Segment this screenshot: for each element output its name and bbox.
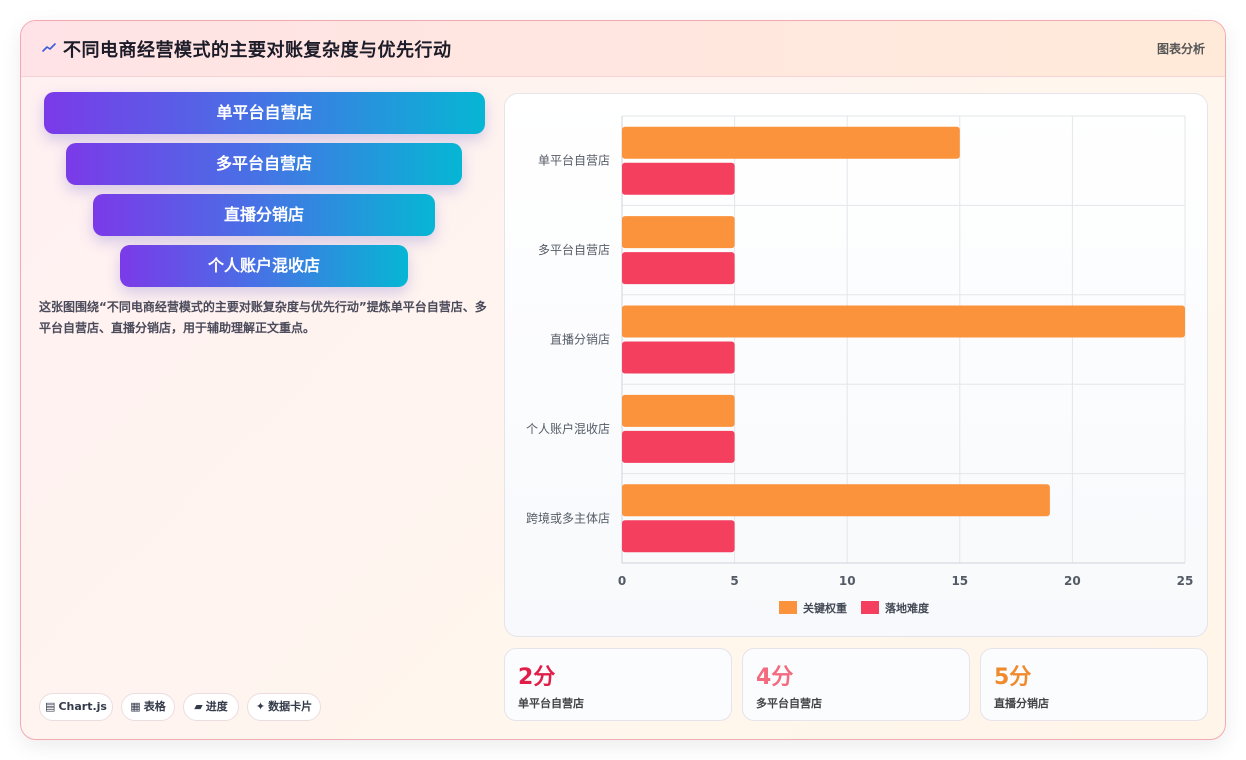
x-tick-label: 15 <box>951 574 968 588</box>
tag-progress[interactable]: ▰ 进度 <box>183 693 239 721</box>
bar <box>622 394 735 427</box>
report-card: 不同电商经营模式的主要对账复杂度与优先行动 图表分析 单平台自营店 多平台自营店… <box>20 20 1226 740</box>
stat-value: 5分 <box>994 665 1032 690</box>
y-tick-label: 单平台自营店 <box>538 153 610 168</box>
description-text: 这张图围绕“不同电商经营模式的主要对账复杂度与优先行动”提炼单平台自营店、多平台… <box>39 300 487 335</box>
x-tick-label: 20 <box>1064 574 1081 588</box>
stat-card-single-platform: 2分 单平台自营店 <box>504 648 732 721</box>
x-tick-label: 5 <box>730 574 738 588</box>
header: 不同电商经营模式的主要对账复杂度与优先行动 图表分析 <box>21 21 1225 77</box>
tag-data-card[interactable]: ✦ 数据卡片 <box>247 693 321 721</box>
data-card-icon: ✦ <box>255 700 266 713</box>
x-tick-label: 25 <box>1177 574 1194 588</box>
bar <box>622 252 735 285</box>
bar <box>622 430 735 463</box>
x-tick-label: 0 <box>618 574 626 588</box>
legend-label: 落地难度 <box>885 601 930 615</box>
funnel-item-single-platform: 单平台自营店 <box>44 92 485 134</box>
y-tick-label: 多平台自营店 <box>538 242 610 257</box>
legend-label: 关键权重 <box>803 601 847 615</box>
tag-table[interactable]: ▦ 表格 <box>121 693 175 721</box>
funnel-item-live-distribution: 直播分销店 <box>93 194 435 236</box>
table-icon: ▦ <box>130 700 141 713</box>
bar <box>622 126 960 159</box>
legend-swatch <box>779 601 797 614</box>
stat-label: 多平台自营店 <box>756 697 822 710</box>
trend-icon <box>42 43 56 52</box>
progress-icon: ▰ <box>194 700 203 713</box>
bar <box>622 305 1185 338</box>
bar <box>622 162 735 195</box>
page-title: 不同电商经营模式的主要对账复杂度与优先行动 <box>63 40 452 61</box>
bar <box>622 341 735 374</box>
stat-label: 直播分销店 <box>994 697 1049 710</box>
funnel-item-multi-platform: 多平台自营店 <box>66 143 462 185</box>
y-tick-label: 直播分销店 <box>550 333 610 347</box>
x-tick-label: 10 <box>839 574 856 588</box>
stat-value: 2分 <box>518 665 556 690</box>
tag-chartjs[interactable]: ▤ Chart.js <box>39 693 113 721</box>
y-tick-label: 个人账户混收店 <box>526 421 610 436</box>
chart-panel: 单平台自营店 多平台自营店直播分销店个人账户混收店 跨境或多主体店 0 5 10 15 20 2… <box>504 93 1208 637</box>
bar <box>622 484 1050 517</box>
stat-value: 4分 <box>756 665 794 690</box>
bar <box>622 520 735 553</box>
chart-icon: ▤ <box>45 700 56 713</box>
y-tick-label: 跨境或多主体店 <box>526 510 610 525</box>
bar <box>622 216 735 249</box>
funnel-item-personal-account: 个人账户混收店 <box>120 245 408 287</box>
chart-analysis-tag: 图表分析 <box>1156 42 1205 56</box>
stat-card-live-distribution: 5分 直播分销店 <box>980 648 1208 721</box>
stat-label: 单平台自营店 <box>518 697 584 710</box>
legend-swatch <box>861 601 879 614</box>
stat-card-multi-platform: 4分 多平台自营店 <box>742 648 970 721</box>
